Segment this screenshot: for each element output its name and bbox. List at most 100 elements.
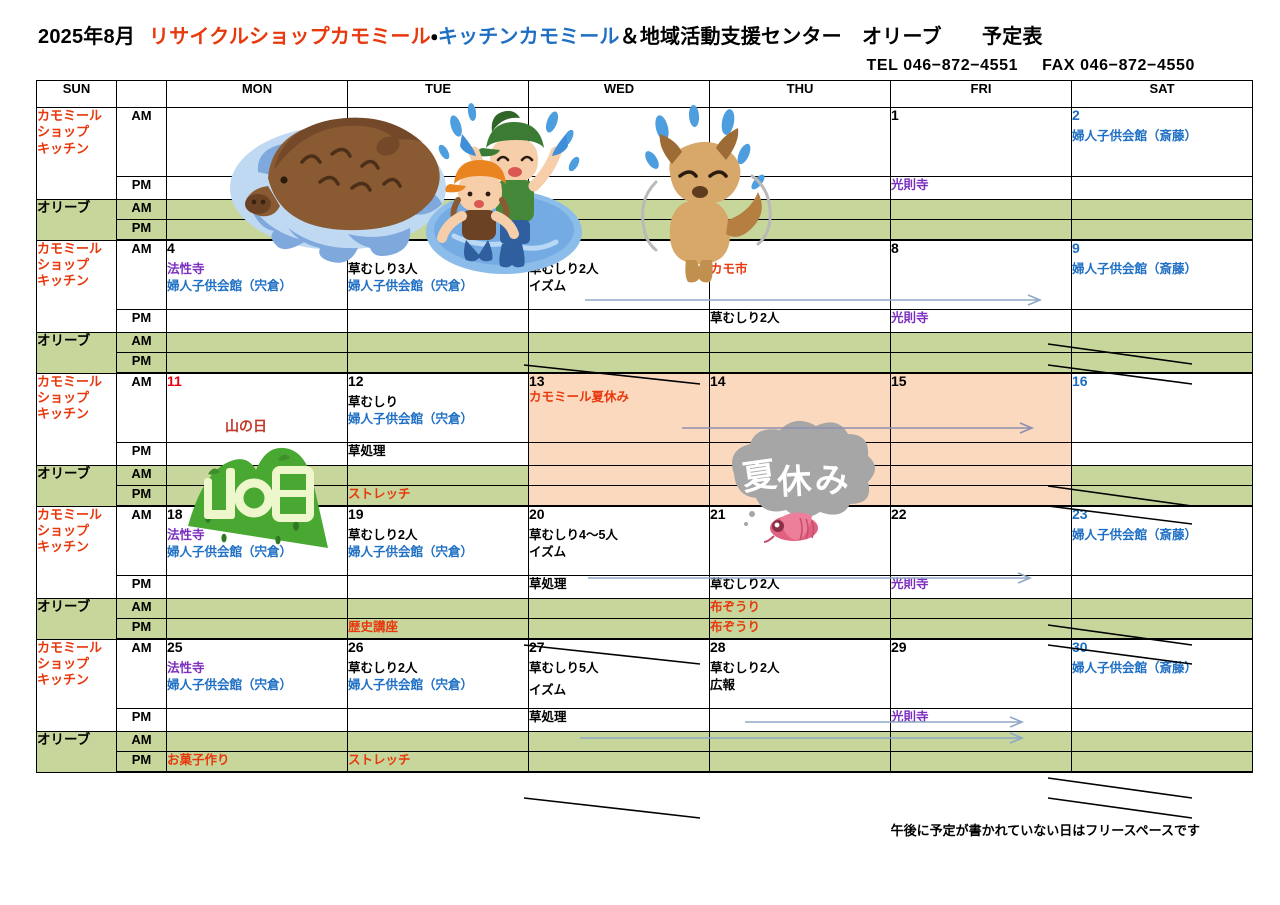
day-cell-olive-pm-29[interactable] [890, 751, 1072, 773]
day-cell-am-29[interactable]: 29 [890, 638, 1072, 709]
day-cell-pm-22[interactable]: 光則寺 [890, 575, 1072, 599]
day-cell-pm-4[interactable] [166, 309, 348, 333]
day-cell-pm-19[interactable] [347, 575, 529, 599]
day-cell-olive-am-18[interactable] [166, 598, 348, 619]
day-cell-am-14[interactable]: 14 [709, 372, 891, 443]
day-cell-olive-am-26[interactable] [347, 731, 529, 752]
day-cell-pm-14[interactable] [709, 442, 891, 466]
day-cell-pm-29[interactable]: 光則寺 [890, 708, 1072, 732]
day-cell-am-wed[interactable] [528, 107, 710, 177]
day-cell-olive-am-wed[interactable] [528, 199, 710, 220]
day-cell-olive-pm-16[interactable] [1071, 485, 1253, 507]
day-cell-olive-pm-25[interactable]: お菓子作り [166, 751, 348, 773]
day-cell-olive-pm-19[interactable]: 歴史講座 [347, 618, 529, 640]
day-cell-am-5[interactable]: 5 草むしり3人 婦人子供会館（宍倉） [347, 239, 529, 310]
day-cell-olive-pm-13[interactable] [528, 485, 710, 507]
day-cell-am-6[interactable]: 6 草むしり2人 イズム [528, 239, 710, 310]
day-cell-am-8[interactable]: 8 [890, 239, 1072, 310]
day-cell-olive-pm-11[interactable] [166, 485, 348, 507]
day-cell-am-thu[interactable] [709, 107, 891, 177]
day-cell-pm-5[interactable] [347, 309, 529, 333]
day-cell-am-22[interactable]: 22 [890, 505, 1072, 576]
day-cell-olive-am-4[interactable] [166, 332, 348, 353]
day-cell-olive-am-9[interactable] [1071, 332, 1253, 353]
day-cell-olive-pm-4[interactable] [166, 352, 348, 374]
day-cell-olive-am-30[interactable] [1071, 731, 1253, 752]
day-cell-pm-30[interactable] [1071, 708, 1253, 732]
day-cell-olive-pm-1[interactable] [890, 219, 1072, 241]
day-cell-pm-thu[interactable] [709, 176, 891, 200]
day-cell-olive-am-11[interactable] [166, 465, 348, 486]
day-cell-olive-pm-6[interactable] [528, 352, 710, 374]
day-cell-olive-am-14[interactable] [709, 465, 891, 486]
day-cell-am-30[interactable]: 30 婦人子供会館（斎藤） [1071, 638, 1253, 709]
day-cell-am-20[interactable]: 20 草むしり4〜5人 イズム [528, 505, 710, 576]
day-cell-pm-tue[interactable] [347, 176, 529, 200]
day-cell-am-7[interactable]: 7 カモ市 [709, 239, 891, 310]
day-cell-pm-2[interactable] [1071, 176, 1253, 200]
day-cell-olive-am-21[interactable]: 布ぞうり [709, 598, 891, 619]
day-cell-olive-pm-27[interactable] [528, 751, 710, 773]
day-cell-olive-am-22[interactable] [890, 598, 1072, 619]
day-cell-olive-pm-20[interactable] [528, 618, 710, 640]
day-cell-olive-pm-26[interactable]: ストレッチ [347, 751, 529, 773]
day-cell-am-18[interactable]: 18 法性寺 婦人子供会館（宍倉） [166, 505, 348, 576]
day-cell-olive-am-mon[interactable] [166, 199, 348, 220]
day-cell-olive-pm-wed[interactable] [528, 219, 710, 241]
day-cell-olive-pm-mon[interactable] [166, 219, 348, 241]
day-cell-pm-1[interactable]: 光則寺 [890, 176, 1072, 200]
day-cell-pm-7[interactable]: 草むしり2人 [709, 309, 891, 333]
day-cell-olive-am-16[interactable] [1071, 465, 1253, 486]
day-cell-pm-12[interactable]: 草処理 [347, 442, 529, 466]
day-cell-pm-26[interactable] [347, 708, 529, 732]
day-cell-pm-15[interactable] [890, 442, 1072, 466]
day-cell-olive-pm-22[interactable] [890, 618, 1072, 640]
day-cell-pm-28[interactable] [709, 708, 891, 732]
day-cell-olive-am-29[interactable] [890, 731, 1072, 752]
day-cell-am-tue[interactable] [347, 107, 529, 177]
day-cell-am-13[interactable]: 13 カモミール夏休み [528, 372, 710, 443]
day-cell-olive-pm-7[interactable] [709, 352, 891, 374]
day-cell-pm-18[interactable] [166, 575, 348, 599]
day-cell-olive-am-1[interactable] [890, 199, 1072, 220]
day-cell-olive-pm-5[interactable] [347, 352, 529, 374]
day-cell-olive-am-2[interactable] [1071, 199, 1253, 220]
day-cell-am-4[interactable]: 4 法性寺 婦人子供会館（宍倉） [166, 239, 348, 310]
day-cell-olive-am-thu[interactable] [709, 199, 891, 220]
day-cell-am-19[interactable]: 19 草むしり2人 婦人子供会館（宍倉） [347, 505, 529, 576]
day-cell-olive-pm-9[interactable] [1071, 352, 1253, 374]
day-cell-olive-am-19[interactable] [347, 598, 529, 619]
day-cell-olive-am-12[interactable] [347, 465, 529, 486]
day-cell-olive-pm-18[interactable] [166, 618, 348, 640]
day-cell-pm-mon[interactable] [166, 176, 348, 200]
day-cell-am-15[interactable]: 15 [890, 372, 1072, 443]
day-cell-pm-25[interactable] [166, 708, 348, 732]
day-cell-olive-am-5[interactable] [347, 332, 529, 353]
day-cell-olive-am-25[interactable] [166, 731, 348, 752]
day-cell-pm-13[interactable] [528, 442, 710, 466]
day-cell-pm-21[interactable]: 草むしり2人 [709, 575, 891, 599]
day-cell-olive-am-27[interactable] [528, 731, 710, 752]
day-cell-olive-am-23[interactable] [1071, 598, 1253, 619]
day-cell-pm-6[interactable] [528, 309, 710, 333]
day-cell-olive-pm-tue[interactable] [347, 219, 529, 241]
day-cell-olive-pm-30[interactable] [1071, 751, 1253, 773]
day-cell-olive-am-13[interactable] [528, 465, 710, 486]
day-cell-am-27[interactable]: 27 草むしり5人 イズム [528, 638, 710, 709]
day-cell-am-mon[interactable] [166, 107, 348, 177]
day-cell-pm-9[interactable] [1071, 309, 1253, 333]
day-cell-am-25[interactable]: 25 法性寺 婦人子供会館（宍倉） [166, 638, 348, 709]
day-cell-olive-pm-23[interactable] [1071, 618, 1253, 640]
day-cell-olive-pm-12[interactable]: ストレッチ [347, 485, 529, 507]
day-cell-pm-20[interactable]: 草処理 [528, 575, 710, 599]
day-cell-olive-am-28[interactable] [709, 731, 891, 752]
day-cell-olive-am-6[interactable] [528, 332, 710, 353]
day-cell-pm-wed[interactable] [528, 176, 710, 200]
day-cell-am-16[interactable]: 16 [1071, 372, 1253, 443]
day-cell-am-26[interactable]: 26 草むしり2人 婦人子供会館（宍倉） [347, 638, 529, 709]
day-cell-am-12[interactable]: 12 草むしり 婦人子供会館（宍倉） [347, 372, 529, 443]
day-cell-olive-pm-28[interactable] [709, 751, 891, 773]
day-cell-am-1[interactable]: 1 [890, 107, 1072, 177]
day-cell-olive-pm-21[interactable]: 布ぞうり [709, 618, 891, 640]
day-cell-am-23[interactable]: 23 婦人子供会館（斎藤） [1071, 505, 1253, 576]
